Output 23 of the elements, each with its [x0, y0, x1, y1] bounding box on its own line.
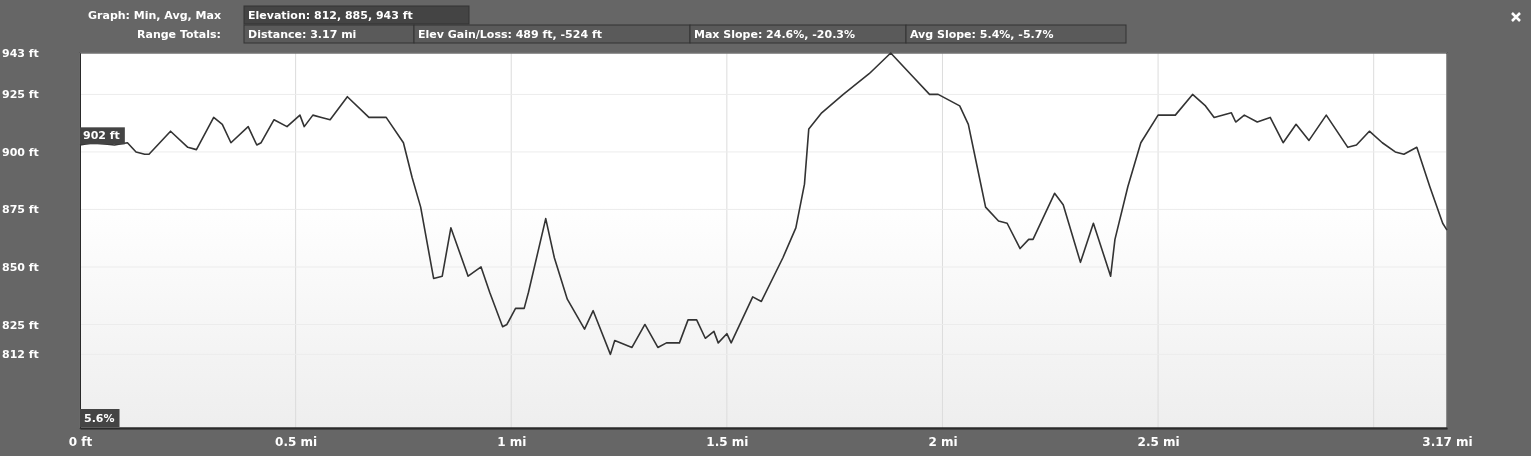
x-tick-label: 0.5 mi [275, 434, 318, 449]
text: Elev Gain/Loss: 489 ft, -524 ft [418, 28, 602, 41]
y-tick-label: 812 ft [2, 348, 39, 362]
x-tick-label: 1 mi [497, 434, 527, 449]
text: Max Slope: 24.6%, -20.3% [694, 28, 856, 41]
x-tick-label: 3.17 mi [1422, 434, 1473, 449]
y-tick-label: 900 ft [2, 145, 39, 159]
text: Range Totals: [137, 28, 221, 41]
x-tick-label: 2 mi [928, 434, 958, 449]
y-tick-label: 825 ft [2, 318, 39, 332]
x-tick-label: 2.5 mi [1137, 434, 1180, 449]
text: Distance: 3.17 mi [248, 28, 357, 41]
annotation: 902 ft [83, 129, 120, 143]
text: Graph: Min, Avg, Max [88, 9, 222, 22]
annotation: 5.6% [84, 412, 115, 425]
text: Avg Slope: 5.4%, -5.7% [910, 28, 1054, 41]
x-tick-label: 0 ft [68, 434, 93, 449]
y-tick-label: 850 ft [2, 260, 39, 274]
y-tick-label: 925 ft [2, 88, 39, 102]
x-tick-label: 1.5 mi [706, 434, 749, 449]
y-tick-label: 943 ft [2, 47, 39, 61]
y-tick-label: 875 ft [2, 203, 39, 217]
text: Elevation: 812, 885, 943 ft [248, 9, 413, 22]
